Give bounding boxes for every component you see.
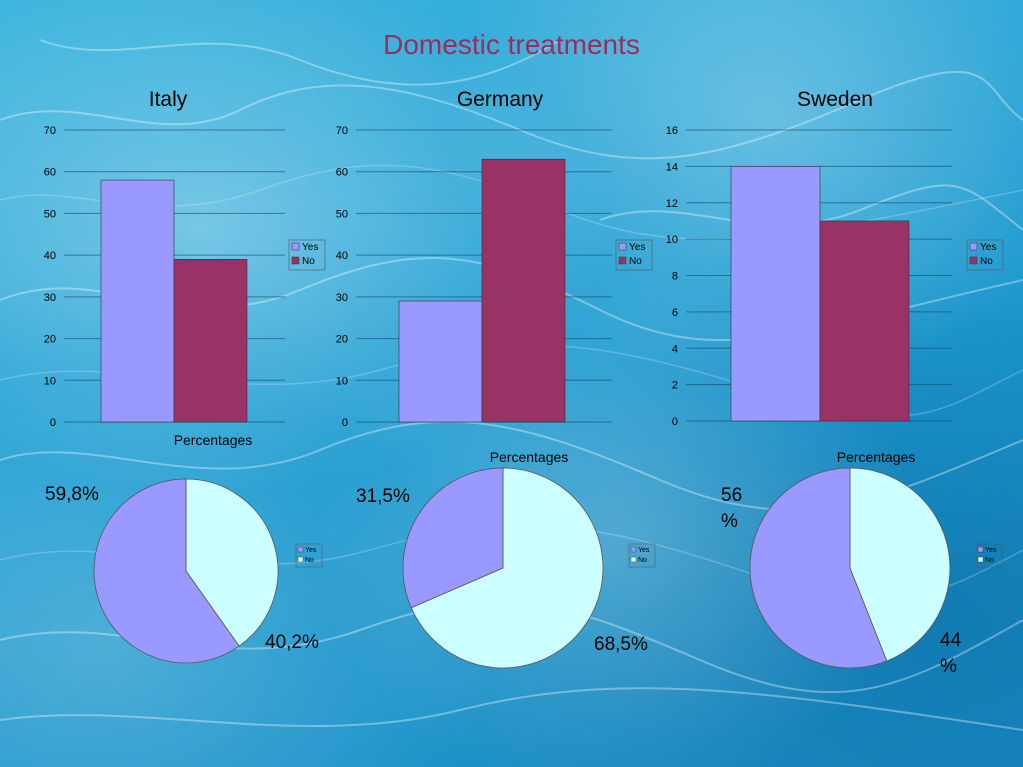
- germany-chart-title: Germany: [456, 88, 544, 111]
- sweden-bar-yes: [730, 166, 821, 422]
- germany-legend-label-no: No: [629, 256, 642, 267]
- pie-germany-label-no: 68,5%: [594, 634, 648, 655]
- pie-germany-legend-swatch-no: [630, 556, 637, 563]
- pie-sweden-legend-swatch-yes: [977, 546, 984, 553]
- germany-y-tick-label: 10: [336, 375, 348, 387]
- germany-y-tick-label: 30: [336, 292, 348, 304]
- germany-legend-label-yes: Yes: [629, 242, 645, 253]
- sweden-chart-title: Sweden: [797, 88, 873, 111]
- pie-germany-slice-no: [410, 467, 604, 669]
- pie-italy-legend-swatch-no: [297, 556, 304, 563]
- pie-italy-legend-box: [295, 543, 323, 568]
- sweden-legend-swatch-yes: [969, 242, 978, 251]
- italy-y-tick-label: 30: [44, 292, 56, 304]
- italy-y-tick-label: 50: [44, 208, 56, 220]
- sweden-y-tick-label: 6: [672, 307, 678, 319]
- page-title: Domestic treatments: [0, 28, 1023, 62]
- germany-legend-swatch-no: [618, 256, 627, 265]
- germany-bar-no: [481, 158, 566, 423]
- germany-y-tick-label: 60: [336, 167, 348, 179]
- pie-germany-legend-label-yes: Yes: [638, 547, 650, 554]
- germany-y-tick-label: 0: [342, 417, 348, 429]
- sweden-y-tick-label: 4: [672, 343, 678, 355]
- italy-legend-label-yes: Yes: [302, 242, 318, 253]
- pie-italy-title: Percentages: [174, 432, 253, 448]
- italy-legend-label-no: No: [302, 256, 315, 267]
- sweden-y-tick-label: 8: [672, 271, 678, 283]
- italy-y-tick-label: 70: [44, 125, 56, 137]
- germany-y-tick-label: 40: [336, 250, 348, 262]
- sweden-y-tick-label: 12: [666, 198, 678, 210]
- sweden-y-tick-label: 14: [666, 161, 678, 173]
- pie-italy-label-no: 40,2%: [265, 632, 319, 653]
- pie-sweden-legend-label-no: No: [985, 557, 994, 564]
- pie-italy-slice-yes: [93, 478, 240, 664]
- italy-y-tick-label: 10: [44, 375, 56, 387]
- sweden-legend-box: [966, 239, 1004, 271]
- pie-italy-label-yes: 59,8%: [45, 484, 99, 505]
- pie-sweden-slice-yes: [749, 467, 888, 669]
- pie-sweden-label-no-line1: %: [940, 656, 957, 677]
- pie-germany-legend-label-no: No: [638, 557, 647, 564]
- sweden-y-tick-label: 2: [672, 380, 678, 392]
- sweden-legend-swatch-no: [969, 256, 978, 265]
- pie-sweden-label-yes-line0: 56: [721, 485, 742, 506]
- sweden-legend-label-yes: Yes: [980, 242, 996, 253]
- pie-germany-legend-box: [628, 543, 656, 568]
- pie-germany-label-yes: 31,5%: [356, 486, 410, 507]
- germany-y-tick-label: 20: [336, 334, 348, 346]
- pie-sweden-title: Percentages: [837, 449, 916, 465]
- pie-italy-legend-label-yes: Yes: [305, 547, 317, 554]
- pie-sweden-label-no-line0: 44: [940, 630, 962, 651]
- sweden-y-tick-label: 10: [666, 234, 678, 246]
- pie-sweden-label-yes-line1: %: [721, 511, 738, 532]
- pie-germany-slice-yes: [402, 467, 504, 609]
- italy-chart-title: Italy: [148, 88, 188, 111]
- sweden-bar-no: [819, 220, 910, 422]
- italy-legend-box: [288, 239, 326, 271]
- italy-legend-swatch-yes: [291, 242, 300, 251]
- italy-bar-yes: [100, 179, 175, 423]
- pie-germany-legend-swatch-yes: [630, 546, 637, 553]
- page-title-text: Domestic treatments: [383, 29, 640, 60]
- pie-italy-legend-label-no: No: [305, 557, 314, 564]
- italy-y-tick-label: 0: [50, 417, 56, 429]
- pie-sweden-legend-swatch-no: [977, 556, 984, 563]
- pie-sweden-legend-box: [975, 543, 1003, 568]
- italy-bar-no: [173, 259, 248, 423]
- germany-legend-swatch-yes: [618, 242, 627, 251]
- italy-y-tick-label: 60: [44, 167, 56, 179]
- sweden-legend-label-no: No: [980, 256, 993, 267]
- germany-y-tick-label: 70: [336, 125, 348, 137]
- pie-italy-slice-no: [185, 478, 279, 647]
- germany-legend-box: [615, 239, 653, 271]
- pie-italy-legend-swatch-yes: [297, 546, 304, 553]
- pie-germany-title: Percentages: [490, 449, 569, 465]
- italy-y-tick-label: 20: [44, 334, 56, 346]
- italy-y-tick-label: 40: [44, 250, 56, 262]
- germany-bar-yes: [398, 300, 483, 423]
- pie-sweden-slice-no: [849, 467, 951, 662]
- germany-y-tick-label: 50: [336, 208, 348, 220]
- sweden-y-tick-label: 0: [672, 416, 678, 428]
- italy-legend-swatch-no: [291, 256, 300, 265]
- pie-sweden-legend-label-yes: Yes: [985, 547, 997, 554]
- sweden-y-tick-label: 16: [666, 125, 678, 137]
